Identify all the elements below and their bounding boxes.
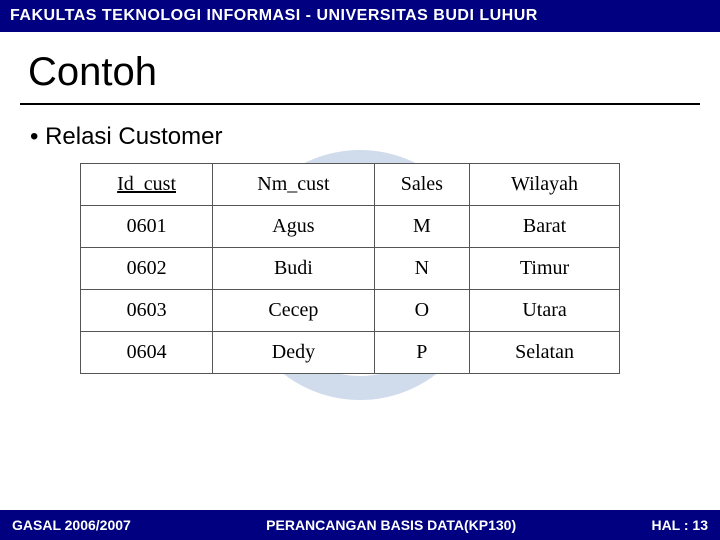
footer-left: GASAL 2006/2007 <box>12 517 131 533</box>
cell: Budi <box>213 248 375 290</box>
cell: Dedy <box>213 332 375 374</box>
table-header-row: Id_cust Nm_cust Sales Wilayah <box>81 164 620 206</box>
table-container: Id_cust Nm_cust Sales Wilayah 0601 Agus … <box>80 163 620 374</box>
cell: P <box>374 332 469 374</box>
cell: Utara <box>470 290 620 332</box>
cell: Barat <box>470 206 620 248</box>
footer-bar: GASAL 2006/2007 PERANCANGAN BASIS DATA(K… <box>0 510 720 540</box>
col-id-cust: Id_cust <box>81 164 213 206</box>
cell: Selatan <box>470 332 620 374</box>
bullet-text: • Relasi Customer <box>30 123 720 151</box>
cell: O <box>374 290 469 332</box>
header-text: FAKULTAS TEKNOLOGI INFORMASI - UNIVERSIT… <box>10 7 538 25</box>
footer-right: HAL : 13 <box>651 517 708 533</box>
col-wilayah: Wilayah <box>470 164 620 206</box>
cell: N <box>374 248 469 290</box>
cell: 0604 <box>81 332 213 374</box>
title-divider <box>20 103 700 105</box>
col-nm-cust: Nm_cust <box>213 164 375 206</box>
slide-title: Contoh <box>28 50 720 95</box>
table-row: 0603 Cecep O Utara <box>81 290 620 332</box>
cell: Timur <box>470 248 620 290</box>
cell: 0603 <box>81 290 213 332</box>
footer-center: PERANCANGAN BASIS DATA(KP130) <box>131 517 652 533</box>
cell: M <box>374 206 469 248</box>
cell: 0602 <box>81 248 213 290</box>
customer-table: Id_cust Nm_cust Sales Wilayah 0601 Agus … <box>80 163 620 374</box>
cell: Cecep <box>213 290 375 332</box>
col-sales: Sales <box>374 164 469 206</box>
table-row: 0604 Dedy P Selatan <box>81 332 620 374</box>
table-row: 0601 Agus M Barat <box>81 206 620 248</box>
table-row: 0602 Budi N Timur <box>81 248 620 290</box>
cell: 0601 <box>81 206 213 248</box>
header-bar: FAKULTAS TEKNOLOGI INFORMASI - UNIVERSIT… <box>0 0 720 32</box>
cell: Agus <box>213 206 375 248</box>
